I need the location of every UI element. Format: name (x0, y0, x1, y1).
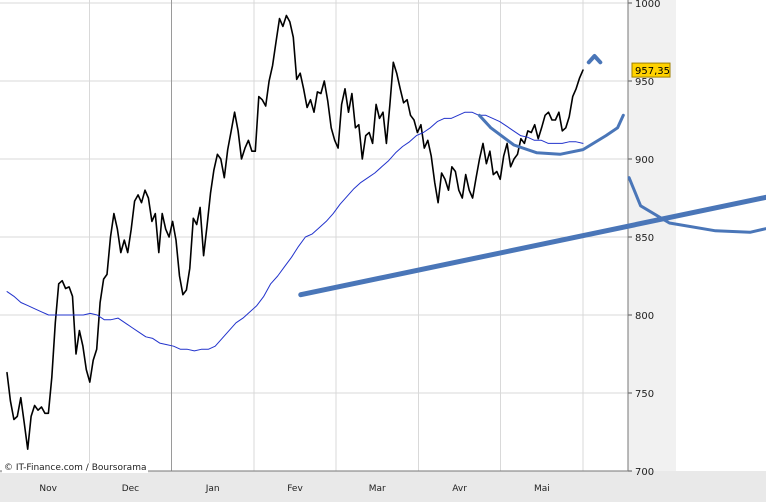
y-tick-label: 750 (635, 389, 654, 400)
x-tick-label: Jan (205, 484, 220, 494)
price-line (6, 14, 584, 451)
y-tick-label: 900 (635, 155, 654, 166)
gridlines (0, 0, 628, 472)
last-value-badge: 957,35 (631, 62, 671, 78)
source-credit: © IT-Finance.com / Boursorama (2, 463, 149, 473)
price-panel-backdrop (628, 0, 676, 502)
series-layer (6, 14, 584, 451)
date-band-backdrop (0, 471, 766, 502)
last-value-badge-bg (631, 62, 671, 78)
y-tick-label: 1000 (635, 0, 660, 10)
last-value-label: 957,35 (635, 66, 670, 77)
y-tick-label: 850 (635, 233, 654, 244)
axes: 700 750 800 850 900 950 1000 Nov Dec Jan Fev Mar Avr… (0, 0, 660, 494)
y-tick-label: 950 (635, 77, 654, 88)
x-tick-label: Dec (122, 484, 139, 494)
x-tick-label: Avr (452, 484, 467, 494)
y-tick-label: 700 (635, 467, 654, 478)
x-tick-label: Fev (287, 484, 303, 494)
y-tick-label: 800 (635, 311, 654, 322)
x-tick-label: Mai (534, 484, 550, 494)
freehand-cup-annotation (627, 176, 766, 234)
x-tick-label: Nov (39, 484, 57, 494)
annotation-layer (298, 54, 766, 298)
x-tick-label: Mar (369, 484, 386, 494)
trendline-annotation (298, 194, 766, 298)
freehand-tick-annotation (586, 54, 603, 65)
freehand-cup-annotation (477, 113, 625, 156)
moving-average-line (6, 111, 584, 352)
